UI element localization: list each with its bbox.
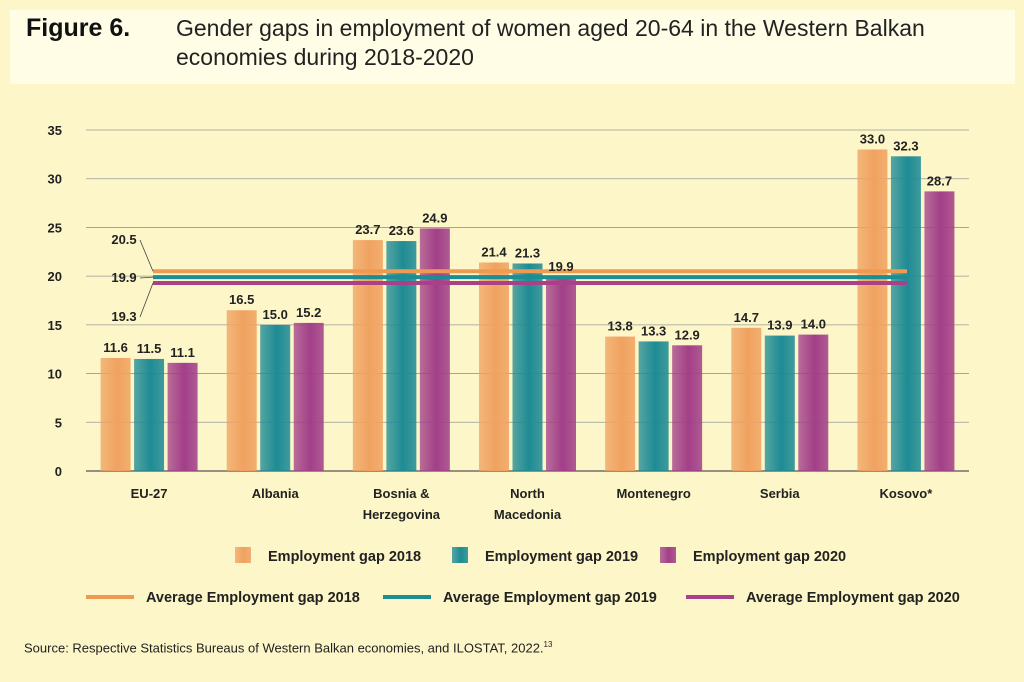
bar bbox=[226, 310, 257, 471]
bar-value-label: 19.9 bbox=[548, 259, 573, 274]
bar-value-label: 16.5 bbox=[229, 292, 254, 307]
labels: 0 5 10 15 20 25 30 35 11.6 11.5 11.1 EU-27 16.5 15.0 1… bbox=[48, 123, 953, 522]
category-label: Herzegovina bbox=[363, 507, 441, 522]
legend: Employment gap 2018 Employment gap 2019 Em… bbox=[86, 547, 960, 606]
bar bbox=[512, 263, 543, 471]
bar-value-label: 23.6 bbox=[389, 223, 414, 238]
category-label: Montenegro bbox=[616, 486, 690, 501]
bar bbox=[924, 191, 955, 471]
average-value-label: 19.3 bbox=[111, 309, 136, 324]
bar bbox=[293, 322, 324, 471]
bar-value-label: 14.7 bbox=[734, 310, 759, 325]
category-label: Bosnia & bbox=[373, 486, 429, 501]
bar bbox=[546, 277, 576, 471]
bar bbox=[167, 362, 198, 471]
y-tick-label: 20 bbox=[48, 269, 62, 284]
legend-label: Employment gap 2020 bbox=[693, 549, 846, 565]
bar bbox=[605, 336, 636, 471]
y-tick-label: 35 bbox=[48, 123, 62, 138]
bar-value-label: 21.4 bbox=[481, 245, 507, 260]
y-tick-label: 15 bbox=[48, 318, 62, 333]
category-label: North bbox=[510, 486, 545, 501]
bar bbox=[352, 240, 383, 471]
bar-value-label: 13.9 bbox=[767, 318, 792, 333]
y-tick-label: 25 bbox=[48, 220, 62, 235]
bar bbox=[672, 345, 703, 471]
bar bbox=[890, 156, 921, 471]
legend-label: Employment gap 2019 bbox=[485, 549, 638, 565]
bar bbox=[260, 324, 291, 471]
bar-value-label: 23.7 bbox=[355, 222, 380, 237]
legend-swatch bbox=[235, 547, 251, 563]
category-label: Macedonia bbox=[494, 507, 562, 522]
bar-value-label: 13.8 bbox=[607, 319, 632, 334]
source-text: Source: Respective Statistics Bureaus of… bbox=[24, 640, 544, 656]
bar bbox=[857, 149, 888, 471]
figure-title: Gender gaps in employment of women aged … bbox=[176, 15, 925, 70]
y-tick-label: 30 bbox=[48, 172, 62, 187]
bar-value-label: 28.7 bbox=[927, 173, 952, 188]
bar bbox=[386, 241, 417, 471]
y-tick-label: 10 bbox=[48, 367, 62, 382]
bar-value-label: 32.3 bbox=[893, 138, 918, 153]
category-label: Kosovo* bbox=[880, 486, 934, 501]
average-leader-line bbox=[139, 282, 154, 318]
y-tick-label: 5 bbox=[55, 415, 62, 430]
category-label: EU-27 bbox=[131, 486, 168, 501]
bar-value-label: 14.0 bbox=[801, 317, 826, 332]
bar bbox=[798, 334, 829, 471]
bar bbox=[419, 228, 450, 471]
figure-label: Figure 6. bbox=[26, 14, 131, 42]
legend-swatch bbox=[660, 547, 676, 563]
average-value-label: 20.5 bbox=[111, 232, 136, 247]
legend-label: Employment gap 2018 bbox=[268, 549, 421, 565]
average-leader-line bbox=[139, 239, 154, 272]
legend-label: Average Employment gap 2018 bbox=[146, 590, 360, 606]
average-leader-line bbox=[139, 276, 154, 279]
source-note: Source: Respective Statistics Bureaus of… bbox=[24, 640, 552, 655]
legend-swatch bbox=[452, 547, 468, 563]
bars bbox=[100, 149, 955, 471]
source-footnote: 13 bbox=[543, 640, 553, 649]
bar-value-label: 15.0 bbox=[263, 307, 288, 322]
bar bbox=[638, 341, 669, 471]
bar-value-label: 21.3 bbox=[515, 245, 540, 260]
category-label: Albania bbox=[252, 486, 300, 501]
bar-value-label: 11.5 bbox=[137, 341, 162, 356]
bar-value-label: 13.3 bbox=[641, 323, 666, 338]
average-value-label: 19.9 bbox=[111, 270, 136, 285]
bar-value-label: 11.6 bbox=[103, 340, 128, 355]
legend-label: Average Employment gap 2020 bbox=[746, 590, 960, 606]
bar bbox=[731, 327, 762, 471]
average-lines bbox=[139, 239, 907, 318]
bar-value-label: 12.9 bbox=[674, 327, 699, 342]
bar-value-label: 15.2 bbox=[296, 305, 321, 320]
category-label: Serbia bbox=[760, 486, 801, 501]
bar-value-label: 24.9 bbox=[422, 210, 447, 225]
bar bbox=[764, 335, 795, 471]
bar bbox=[134, 358, 165, 471]
bar bbox=[100, 357, 131, 471]
bar-value-label: 11.1 bbox=[170, 345, 195, 360]
legend-label: Average Employment gap 2019 bbox=[443, 590, 657, 606]
bar bbox=[479, 262, 509, 471]
bar-value-label: 33.0 bbox=[860, 131, 885, 146]
figure-header: Figure 6. Gender gaps in employment of w… bbox=[10, 10, 1015, 84]
y-tick-label: 0 bbox=[55, 464, 62, 479]
